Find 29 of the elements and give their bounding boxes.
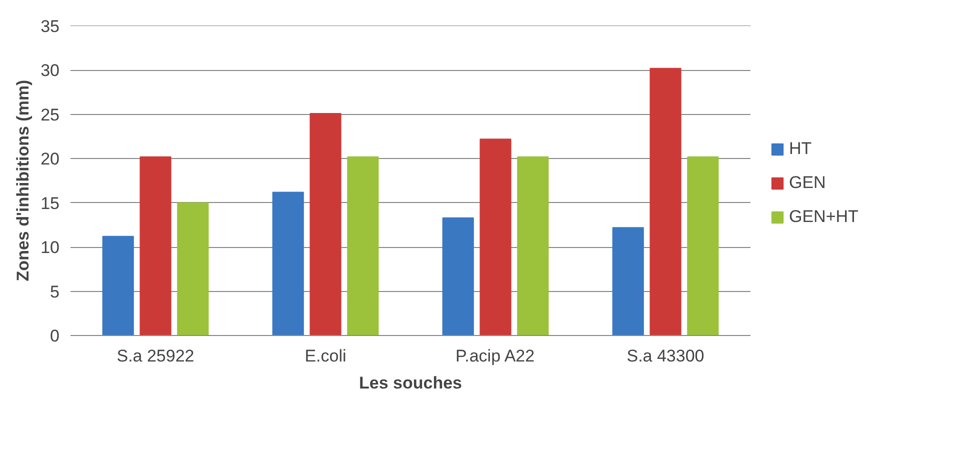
bar: [650, 68, 682, 336]
bar: [612, 227, 644, 336]
legend-label: GEN+HT: [789, 206, 858, 226]
bar: [140, 156, 172, 336]
y-tick-label: 20: [40, 150, 60, 169]
bar: [310, 113, 342, 336]
x-tick-label: E.coli: [304, 346, 346, 366]
bar: [347, 156, 379, 336]
y-tick-label: 5: [50, 282, 60, 302]
bar: [687, 156, 719, 336]
y-tick-label: 25: [40, 105, 60, 124]
y-tick-label: 0: [50, 326, 60, 346]
y-tick-label: 10: [40, 238, 60, 258]
x-tick-label: S.a 43300: [626, 346, 704, 366]
bar: [442, 217, 474, 336]
bar: [517, 156, 549, 336]
x-axis-title: Les souches: [359, 374, 462, 392]
bar: [480, 138, 512, 336]
y-tick-label: 30: [40, 61, 60, 80]
bar: [102, 236, 134, 336]
y-axis-title: Zones d'inhibitions (mm): [14, 80, 33, 282]
bar: [272, 192, 304, 336]
x-tick-label: P.acip A22: [455, 346, 535, 366]
bar: [177, 202, 209, 336]
legend-label: GEN: [789, 172, 826, 192]
y-tick-label: 15: [40, 194, 60, 213]
y-tick-label: 35: [40, 16, 60, 36]
x-tick-label: S.a 25922: [116, 346, 194, 366]
legend-label: HT: [789, 138, 812, 158]
